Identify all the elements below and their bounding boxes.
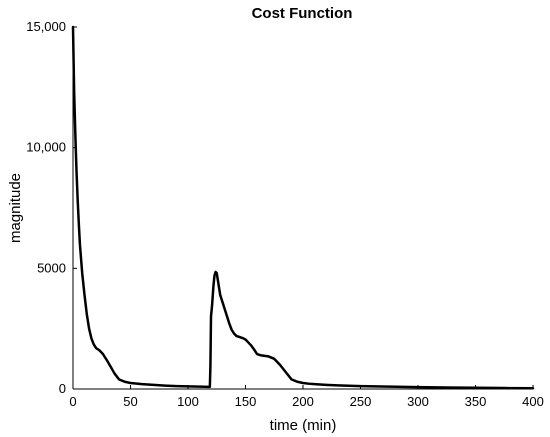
- x-tick-label: 300: [407, 394, 429, 409]
- y-tick-label: 5000: [37, 260, 66, 275]
- y-tick-label: 0: [59, 381, 66, 396]
- x-tick-label: 200: [292, 394, 314, 409]
- x-tick-label: 150: [235, 394, 257, 409]
- y-axis-ticks: 0 5000 10,000 15,000: [26, 19, 77, 396]
- x-axis-label: time (min): [270, 417, 337, 434]
- chart-title: Cost Function: [252, 5, 353, 22]
- x-tick-label: 100: [177, 394, 199, 409]
- plot-area: [72, 27, 533, 390]
- x-axis-ticks: 0 50 100 150 200 250 300 350 400: [69, 385, 544, 409]
- x-tick-label: 350: [465, 394, 487, 409]
- series-line-cost: [71, 25, 535, 390]
- x-tick-label: 250: [350, 394, 372, 409]
- x-tick-label: 50: [123, 394, 137, 409]
- y-tick-label: 10,000: [26, 140, 66, 155]
- x-tick-label: 400: [522, 394, 544, 409]
- y-tick-label: 15,000: [26, 19, 66, 34]
- y-axis-label: magnitude: [7, 173, 24, 243]
- x-tick-label: 0: [69, 394, 76, 409]
